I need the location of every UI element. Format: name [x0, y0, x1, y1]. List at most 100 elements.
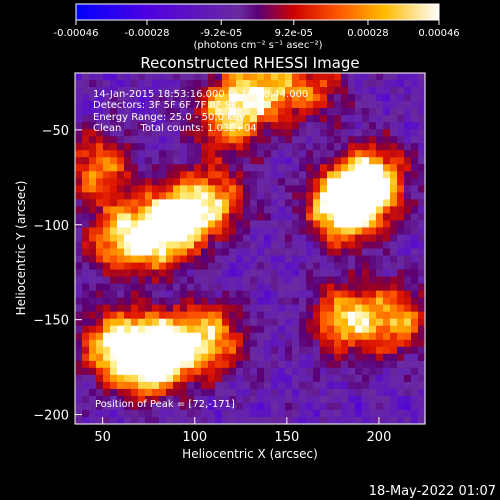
- heatmap-cell: [418, 318, 426, 327]
- heatmap-cell: [362, 115, 370, 123]
- heatmap-cell: [222, 213, 230, 222]
- heatmap-cell: [418, 143, 426, 151]
- heatmap-cell: [89, 353, 97, 362]
- heatmap-cell: [376, 234, 384, 243]
- heatmap-cell: [103, 304, 111, 313]
- heatmap-cell: [138, 290, 146, 299]
- heatmap-cell: [404, 381, 412, 390]
- heatmap-cell: [292, 136, 300, 144]
- heatmap-cell: [173, 220, 181, 229]
- heatmap-cell: [250, 108, 258, 116]
- heatmap-cell: [82, 234, 90, 243]
- heatmap-cell: [124, 157, 132, 165]
- heatmap-cell: [257, 80, 265, 88]
- heatmap-cell: [187, 241, 195, 250]
- heatmap-cell: [348, 213, 356, 222]
- heatmap-cell: [334, 367, 342, 376]
- heatmap-cell: [299, 346, 307, 355]
- heatmap-cell: [355, 276, 363, 285]
- heatmap-cell: [418, 185, 426, 193]
- heatmap-cell: [152, 290, 160, 299]
- heatmap-cell: [229, 171, 237, 179]
- heatmap-cell: [222, 171, 230, 179]
- heatmap-cell: [390, 325, 398, 334]
- heatmap-cell: [250, 129, 258, 137]
- heatmap-cell: [201, 80, 209, 88]
- heatmap-cell: [362, 206, 370, 214]
- heatmap-cell: [145, 94, 153, 102]
- heatmap-cell: [187, 248, 195, 257]
- heatmap-cell: [117, 206, 125, 214]
- heatmap-cell: [418, 178, 426, 186]
- heatmap-cell: [243, 213, 251, 222]
- heatmap-cell: [222, 304, 230, 313]
- heatmap-cell: [397, 332, 405, 341]
- colorbar-tick-label: 0.00028: [347, 28, 388, 39]
- heatmap-cell: [173, 367, 181, 376]
- heatmap-cell: [138, 206, 146, 214]
- heatmap-cell: [243, 220, 251, 229]
- heatmap-cell: [299, 178, 307, 186]
- heatmap-cell: [152, 94, 160, 102]
- heatmap-cell: [278, 346, 286, 355]
- heatmap-cell: [404, 416, 412, 425]
- heatmap-cell: [89, 269, 97, 278]
- heatmap-cell: [201, 297, 209, 306]
- heatmap-cell: [404, 360, 412, 369]
- heatmap-cell: [327, 129, 335, 137]
- heatmap-cell: [124, 283, 132, 292]
- heatmap-cell: [208, 416, 216, 425]
- heatmap-cell: [110, 283, 118, 292]
- heatmap-cell: [299, 325, 307, 334]
- heatmap-cell: [110, 269, 118, 278]
- heatmap-cell: [152, 416, 160, 425]
- heatmap-cell: [355, 227, 363, 236]
- heatmap-cell: [278, 395, 286, 404]
- heatmap-cell: [152, 192, 160, 200]
- heatmap-cell: [159, 101, 167, 109]
- heatmap-cell: [383, 171, 391, 179]
- heatmap-cell: [257, 416, 265, 425]
- heatmap-cell: [411, 395, 419, 404]
- heatmap-cell: [264, 80, 272, 88]
- heatmap-cell: [320, 115, 328, 123]
- heatmap-cell: [138, 122, 146, 130]
- heatmap-cell: [306, 402, 314, 411]
- heatmap-cell: [278, 416, 286, 425]
- heatmap-cell: [355, 129, 363, 137]
- heatmap-cell: [96, 290, 104, 299]
- heatmap-cell: [327, 325, 335, 334]
- heatmap-cell: [390, 129, 398, 137]
- heatmap-cell: [75, 248, 83, 257]
- heatmap-cell: [138, 199, 146, 207]
- heatmap-cell: [341, 395, 349, 404]
- heatmap-cell: [299, 374, 307, 383]
- colorbar-tick-label: 0.00046: [418, 28, 459, 39]
- heatmap-cell: [159, 276, 167, 285]
- heatmap-cell: [187, 171, 195, 179]
- heatmap-cell: [278, 402, 286, 411]
- heatmap-cell: [138, 136, 146, 144]
- heatmap-cell: [222, 94, 230, 102]
- heatmap-cell: [390, 157, 398, 165]
- heatmap-cell: [320, 360, 328, 369]
- heatmap-cell: [243, 122, 251, 130]
- heatmap-cell: [341, 332, 349, 341]
- heatmap-cell: [229, 332, 237, 341]
- heatmap-cell: [376, 248, 384, 257]
- heatmap-cell: [152, 136, 160, 144]
- heatmap-cell: [285, 206, 293, 214]
- heatmap-cell: [117, 129, 125, 137]
- heatmap-cell: [173, 269, 181, 278]
- heatmap-cell: [362, 346, 370, 355]
- heatmap-cell: [264, 353, 272, 362]
- heatmap-cell: [215, 297, 223, 306]
- heatmap-cell: [334, 339, 342, 348]
- heatmap-cell: [383, 262, 391, 271]
- heatmap-cell: [327, 318, 335, 327]
- peak-position-label: Position of Peak = [72,-171]: [95, 399, 235, 410]
- heatmap-cell: [243, 276, 251, 285]
- heatmap-cell: [159, 318, 167, 327]
- heatmap-cell: [278, 360, 286, 369]
- heatmap-cell: [215, 339, 223, 348]
